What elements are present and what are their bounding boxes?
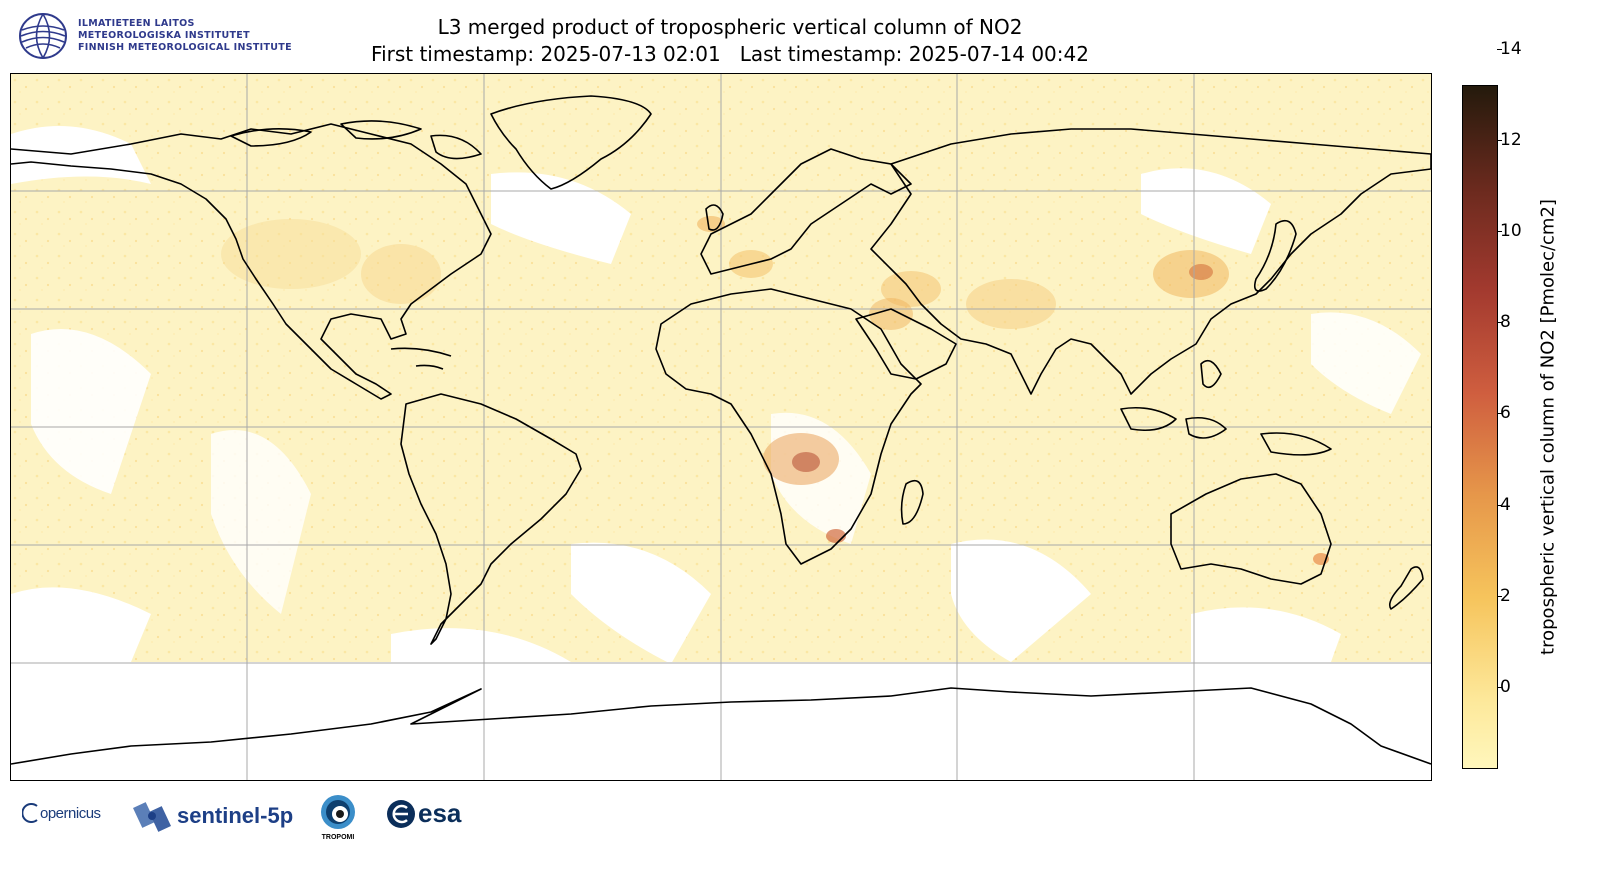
copernicus-text: opernicus	[40, 804, 101, 822]
institute-name-fi: ILMATIETEEN LAITOS	[78, 18, 195, 29]
esa-text: esa	[418, 798, 462, 828]
title-line-1: L3 merged product of tropospheric vertic…	[437, 15, 1023, 39]
satellite-icon	[133, 802, 171, 832]
coast-australia	[1170, 473, 1332, 585]
coast-north-america	[11, 123, 492, 400]
coastlines	[11, 95, 1431, 765]
colorbar-tick: 4	[1497, 495, 1511, 515]
coast-greenland	[490, 95, 652, 190]
sentinel-logo: sentinel-5p	[133, 798, 293, 834]
fmi-globe-icon	[19, 13, 67, 59]
map-canvas	[11, 74, 1431, 780]
coast-africa	[655, 288, 922, 565]
institute-name-sv: METEOROLOGISKA INSTITUTET	[78, 30, 250, 41]
colorbar-tick: 2	[1497, 586, 1511, 606]
sentinel-text: sentinel-5p	[177, 803, 294, 828]
coast-antarctica	[11, 687, 1431, 765]
partner-logos: opernicus sentinel-5p TROPOMI esa	[18, 792, 498, 852]
tropomi-logo: TROPOMI	[318, 794, 358, 841]
esa-e-icon	[387, 799, 415, 828]
gridlines	[11, 74, 1431, 780]
colorbar-tick: 10	[1497, 221, 1522, 241]
colorbar-tick: 0	[1497, 677, 1511, 697]
colorbar-label: tropospheric vertical column of NO2 [Pmo…	[1537, 199, 1559, 655]
colorbar-tick: 8	[1497, 312, 1511, 332]
colorbar	[1462, 85, 1498, 769]
copernicus-c-icon	[22, 803, 38, 823]
colorbar-tick: 12	[1497, 130, 1522, 150]
title-line-2: First timestamp: 2025-07-13 02:01 Last t…	[371, 42, 1089, 66]
map-title: L3 merged product of tropospheric vertic…	[0, 14, 1460, 68]
colorbar-tick: 6	[1497, 403, 1511, 423]
coast-asia	[870, 128, 1431, 395]
esa-logo: esa	[386, 798, 461, 829]
tropomi-text: TROPOMI	[321, 834, 355, 841]
colorbar-tick: 14	[1497, 39, 1522, 59]
world-map	[10, 73, 1432, 781]
coast-uk	[705, 204, 724, 231]
institute-name-en: FINNISH METEOROLOGICAL INSTITUTE	[78, 42, 292, 53]
fmi-logo: ILMATIETEEN LAITOS METEOROLOGISKA INSTIT…	[18, 10, 318, 62]
no2-hotspots	[221, 216, 1329, 565]
coast-south-america	[400, 393, 582, 645]
copernicus-logo: opernicus	[22, 802, 101, 824]
tropomi-eye-icon	[321, 795, 355, 829]
coast-europe	[700, 148, 912, 275]
